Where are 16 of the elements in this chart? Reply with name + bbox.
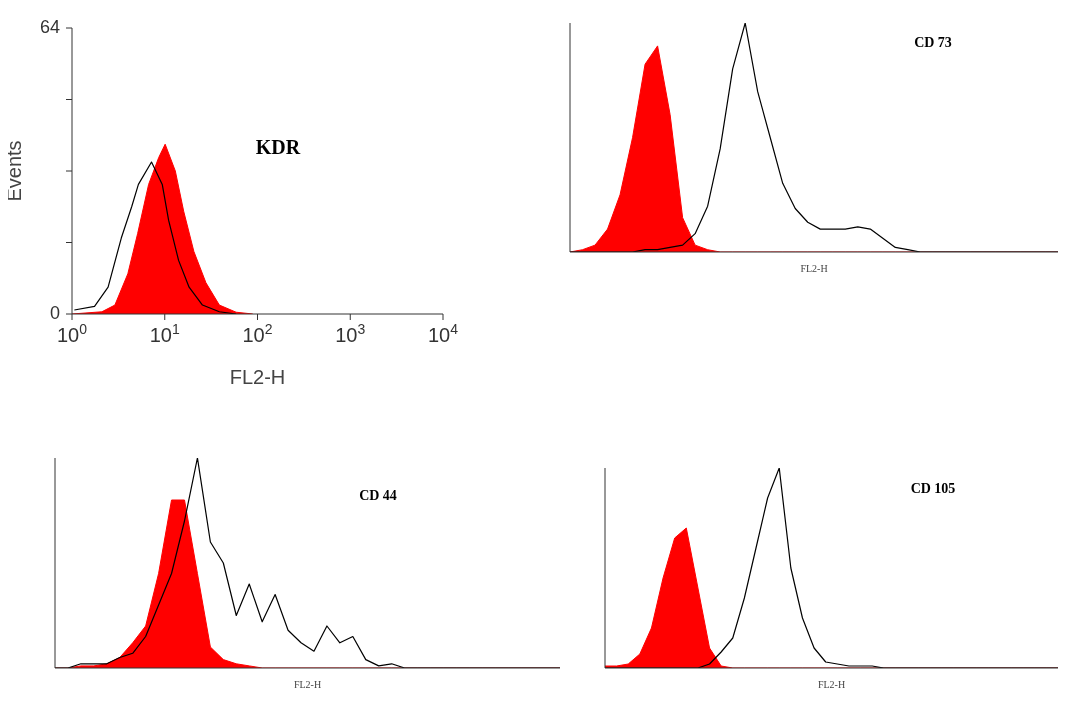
text: CD 105 (910, 481, 956, 497)
text: CD 73 (914, 35, 952, 51)
x-tick-label: 10$^{3}$ (335, 321, 366, 346)
x-axis-title: FL2-H (800, 263, 828, 274)
x-tick-label: 10$^{0}$ (56, 321, 88, 346)
y-tick-label: 0 (49, 302, 60, 323)
x-axis-title: FL2-H (817, 679, 846, 690)
x-tick-label: 10$^{2}$ (242, 321, 273, 346)
y-tick-label: 64 (39, 16, 60, 37)
x-tick-label: 10$^{1}$ (149, 321, 180, 346)
x-axis-title: FL2-H (229, 366, 286, 388)
y-axis-title: Events (3, 140, 26, 202)
text: KDR (255, 136, 301, 159)
x-tick-label: 10$^{4}$ (427, 321, 459, 346)
x-axis-title: FL2-H (293, 679, 322, 690)
text: CD 44 (359, 488, 397, 504)
